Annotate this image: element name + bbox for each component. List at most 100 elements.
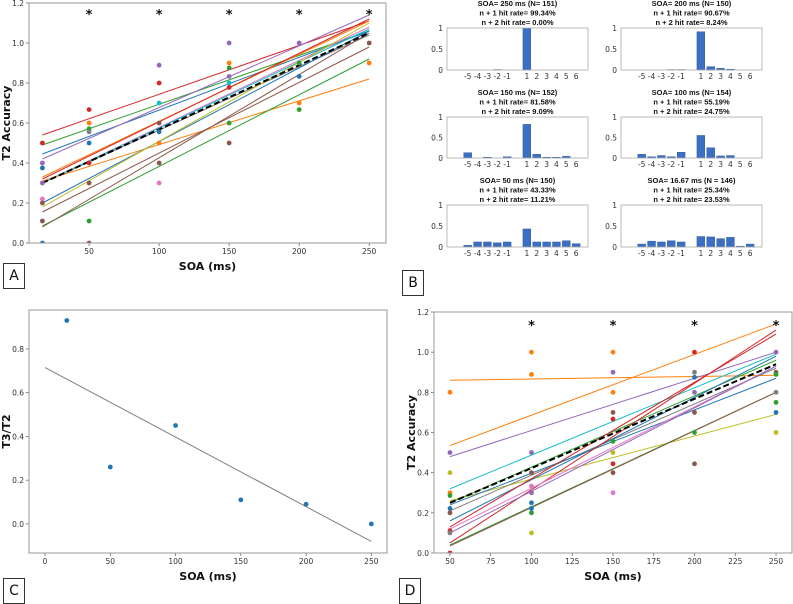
x-tick-label: -5 <box>464 249 472 258</box>
subplot-title-line: n + 1 hit rate= 55.19% <box>653 98 730 107</box>
data-point <box>692 430 697 435</box>
data-point <box>156 62 162 68</box>
data-point <box>610 461 616 467</box>
bar <box>706 236 715 248</box>
data-point <box>692 349 697 355</box>
data-point <box>156 140 162 146</box>
x-tick-label: 50 <box>84 247 94 256</box>
data-point <box>692 410 697 415</box>
y-tick-label: 0.2 <box>417 509 429 518</box>
data-point <box>86 140 92 146</box>
x-tick-label: -4 <box>474 249 482 258</box>
y-tick-label: 0.2 <box>12 199 24 208</box>
y-tick-label: 1 <box>438 24 443 33</box>
x-tick-label: -2 <box>494 72 502 81</box>
subplot-title-line: SOA= 200 ms (N= 150) <box>652 0 732 8</box>
subplot-title-line: n + 1 hit rate= 99.34% <box>479 9 556 18</box>
x-tick-label: 2 <box>708 72 713 81</box>
axes-frame <box>433 311 793 554</box>
axes-frame <box>620 116 763 159</box>
data-point <box>40 218 45 224</box>
bar-subplot: SOA= 150 ms (N= 152)n + 1 hit rate= 81.5… <box>431 88 589 169</box>
data-point <box>447 389 453 395</box>
bar-subplot: SOA= 200 ms (N= 150)n + 1 hit rate= 90.6… <box>605 0 763 81</box>
data-point <box>529 510 534 516</box>
x-tick-label: 225 <box>728 557 743 566</box>
x-tick-label: 100 <box>524 557 539 566</box>
y-axis-label: T2 Accuracy <box>0 86 13 161</box>
x-tick-label: -2 <box>668 72 676 81</box>
data-point <box>447 450 453 455</box>
data-point <box>226 140 232 146</box>
x-tick-label: 50 <box>445 557 455 566</box>
subplot-title-line: n + 1 hit rate= 25.34% <box>653 186 730 195</box>
data-point <box>773 430 779 435</box>
fit-line-olive <box>449 413 777 502</box>
data-point <box>226 65 232 71</box>
x-tick-label: 5 <box>738 249 743 258</box>
panel-b: SOA= 250 ms (N= 151)n + 1 hit rate= 99.3… <box>431 0 763 258</box>
data-point <box>529 450 534 455</box>
fit-line-cyan <box>449 353 777 490</box>
fit-line-purple <box>449 351 777 458</box>
panel-label-c: C <box>3 578 25 604</box>
x-tick-label: 6 <box>748 160 753 169</box>
mean-fit-line <box>449 363 777 504</box>
data-point <box>86 107 92 112</box>
x-tick-label: -2 <box>494 249 502 258</box>
data-point <box>40 200 45 206</box>
data-point <box>610 349 616 355</box>
x-tick-label: 250 <box>362 247 377 256</box>
significance-star: * <box>86 8 93 23</box>
data-point <box>368 521 374 527</box>
bar <box>522 28 532 71</box>
fit-line-purple <box>42 14 370 160</box>
data-point <box>610 369 616 375</box>
data-point <box>64 318 70 323</box>
bar <box>667 240 676 248</box>
y-tick-label: 0.0 <box>12 520 24 529</box>
subplot-title-line: SOA= 50 ms (N= 150) <box>480 176 556 185</box>
subplot-title-line: SOA= 150 ms (N= 152) <box>478 88 558 97</box>
subplot-title-line: SOA= 100 ms (N= 154) <box>652 88 732 97</box>
data-point <box>692 369 697 375</box>
axes-frame <box>620 27 763 71</box>
data-point <box>86 180 92 186</box>
bar <box>542 241 551 248</box>
x-tick-label: 5 <box>738 72 743 81</box>
fit-line-green <box>449 359 777 504</box>
subplot-title-line: n + 1 hit rate= 81.58% <box>479 98 556 107</box>
bar <box>522 124 532 159</box>
significance-star: * <box>156 8 163 23</box>
axes-frame <box>28 2 387 244</box>
data-point <box>773 349 779 355</box>
x-tick-label: 6 <box>574 249 579 258</box>
data-point <box>107 464 113 470</box>
x-tick-label: 1 <box>524 72 529 81</box>
bar <box>706 66 715 71</box>
data-point <box>296 74 302 79</box>
data-point <box>447 510 453 516</box>
bar-subplot: SOA= 250 ms (N= 151)n + 1 hit rate= 99.3… <box>431 0 589 81</box>
x-tick-label: -1 <box>503 160 511 169</box>
significance-star: * <box>610 319 617 334</box>
bar <box>493 242 502 248</box>
x-tick-label: 3 <box>718 72 723 81</box>
subplot-title-line: n + 1 hit rate= 90.67% <box>653 9 730 18</box>
x-tick-label: -4 <box>648 160 656 169</box>
bar <box>706 147 715 159</box>
panel-label-a: A <box>3 263 25 289</box>
x-tick-label: 2 <box>534 249 539 258</box>
x-tick-label: -1 <box>677 72 685 81</box>
x-tick-label: 50 <box>106 557 116 566</box>
x-tick-label: 5 <box>564 72 569 81</box>
x-tick-label: -2 <box>668 249 676 258</box>
bar <box>726 237 735 248</box>
data-point <box>156 80 162 86</box>
x-tick-label: 4 <box>728 160 733 169</box>
y-tick-label: 0 <box>438 66 443 75</box>
data-point <box>296 107 302 112</box>
subplot-title-line: n + 2 hit rate= 23.53% <box>653 195 730 204</box>
bar-subplot: SOA= 50 ms (N= 150)n + 1 hit rate= 43.33… <box>431 176 589 258</box>
